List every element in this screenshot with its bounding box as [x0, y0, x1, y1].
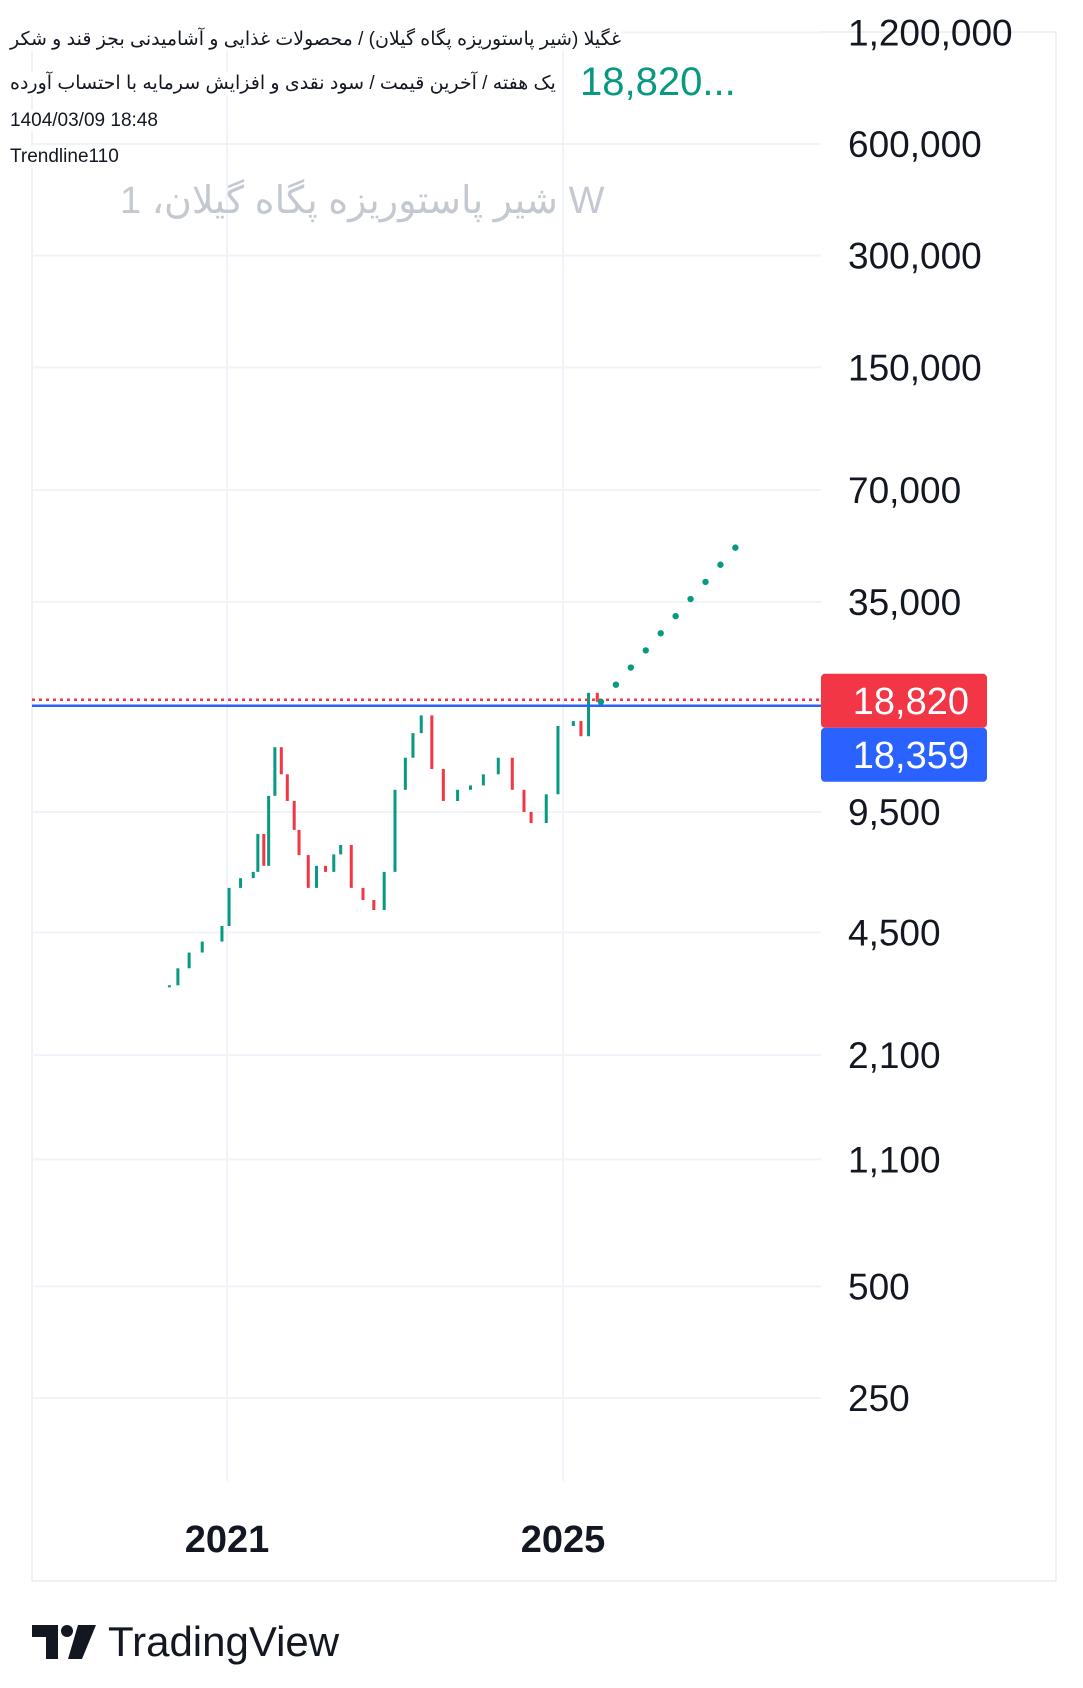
candle [200, 941, 204, 953]
candle [496, 757, 500, 775]
price-badge-label: 18,359 [853, 735, 969, 777]
candle [595, 692, 599, 702]
price-badge [821, 727, 987, 782]
candle [393, 789, 397, 872]
candle [361, 887, 365, 901]
y-tick-label: 600,000 [848, 124, 982, 165]
candle [456, 789, 460, 801]
tradingview-logo-icon [32, 1625, 96, 1659]
trendline-dot [687, 595, 694, 603]
y-tick-label: 500 [848, 1266, 910, 1307]
candle [571, 721, 575, 726]
legend-row: یک هفته / آخرین قیمت / سود نقدی و افزایش… [10, 60, 736, 108]
trendline-dot [717, 561, 724, 568]
y-tick-label: 300,000 [848, 236, 982, 277]
y-tick-label: 1,200,000 [848, 12, 1013, 53]
y-tick-label: 150,000 [848, 347, 982, 388]
brand-name: TradingView [108, 1618, 340, 1665]
candle [579, 721, 583, 737]
author-name[interactable]: Trendline110 [10, 146, 119, 168]
candle [430, 715, 434, 770]
publish-datetime: 1404/03/09 18:48 [10, 110, 158, 132]
x-tick-label: 2021 [185, 1519, 270, 1561]
candle [403, 757, 407, 790]
candle [332, 854, 336, 872]
candle [468, 785, 472, 790]
candle [556, 725, 560, 795]
candle [481, 774, 485, 786]
symbol-title: غگیلا (شیر پاستوریزه پگاه گیلان) / محصول… [10, 28, 622, 51]
candle [256, 833, 260, 872]
y-tick-label: 70,000 [848, 470, 961, 511]
candle [339, 844, 343, 855]
last-price: 18,820... [580, 60, 736, 104]
trendline-dot [672, 612, 679, 620]
candle [441, 769, 445, 801]
candle [267, 795, 271, 866]
tradingview-logo[interactable]: TradingView [32, 1618, 339, 1666]
candle [411, 733, 415, 758]
y-tick-label: 35,000 [848, 582, 961, 623]
candle [419, 715, 423, 734]
candle [529, 811, 533, 824]
y-tick-label: 9,500 [848, 792, 941, 833]
candle [510, 757, 514, 790]
trendline-dot [732, 544, 739, 551]
trendline-dot [702, 578, 709, 586]
y-tick-label: 250 [848, 1378, 910, 1419]
candle [323, 865, 327, 872]
candle [285, 774, 289, 801]
candle [372, 900, 376, 910]
trendline-dot [627, 664, 635, 671]
candle [587, 692, 591, 737]
candle [239, 878, 243, 888]
candle [349, 844, 353, 888]
candle [187, 952, 191, 969]
candle [306, 855, 310, 888]
x-tick-label: 2025 [521, 1519, 606, 1561]
trendline-dot [612, 681, 620, 688]
candle [297, 829, 301, 856]
candle [382, 871, 386, 910]
trendline-dot [642, 647, 649, 654]
candle [262, 833, 266, 866]
candle [522, 789, 526, 812]
candle [227, 887, 231, 927]
candle [292, 800, 296, 830]
candle [220, 926, 224, 942]
trendline-dot [657, 630, 664, 637]
candle [279, 747, 283, 775]
candle [315, 865, 319, 888]
candle [176, 968, 180, 986]
candle [251, 871, 255, 879]
y-tick-label: 2,100 [848, 1035, 941, 1076]
chart-subtitle: یک هفته / آخرین قیمت / سود نقدی و افزایش… [10, 72, 556, 95]
price-badge-label: 18,820 [853, 681, 969, 723]
y-tick-label: 4,500 [848, 912, 941, 953]
y-tick-label: 1,100 [848, 1139, 941, 1180]
price-badge [821, 673, 987, 728]
trendline-dot [597, 698, 605, 706]
candle [167, 985, 171, 988]
watermark: W شیر پاستوریزه پگاه گیلان، 1 [120, 180, 605, 222]
candle [544, 794, 548, 824]
candle [273, 747, 277, 796]
